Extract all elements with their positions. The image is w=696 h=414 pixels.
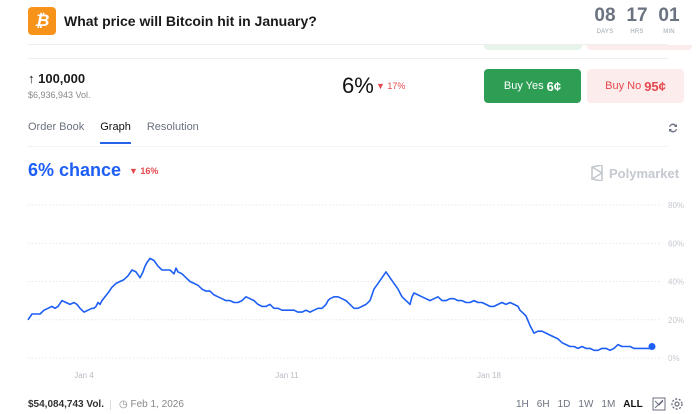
previous-no-button[interactable] <box>587 45 692 50</box>
tab-graph[interactable]: Graph <box>100 121 131 144</box>
clock-icon: ◷ <box>119 399 131 410</box>
expand-chart-icon[interactable] <box>652 397 666 411</box>
range-6h[interactable]: 6H <box>536 399 550 410</box>
probability-change: ▼ 17% <box>376 81 406 91</box>
settings-gear-icon[interactable] <box>670 397 684 411</box>
end-date: ◷ Feb 1, 2026 <box>119 399 184 410</box>
x-tick-label: Jan 11 <box>275 371 299 380</box>
chance-value: 6% chance <box>28 160 122 180</box>
range-all[interactable]: ALL <box>623 399 643 410</box>
market-header: ₿ What price will Bitcoin hit in January… <box>0 0 696 44</box>
x-tick-label: Jan 4 <box>74 371 94 380</box>
chance-change: ▼ 16% <box>129 166 159 176</box>
bitcoin-icon: ₿ <box>28 7 56 35</box>
outcome-volume: $6,936,943 Vol. <box>28 90 91 100</box>
previous-row-remnant <box>28 44 692 50</box>
price-line <box>27 257 652 352</box>
y-tick-label: 60% <box>668 239 684 248</box>
buy-no-button[interactable]: Buy No 95¢ <box>587 69 684 103</box>
range-1w[interactable]: 1W <box>578 399 594 410</box>
detail-tabs: Order Book Graph Resolution <box>28 121 215 144</box>
polymarket-watermark: Polymarket <box>590 165 679 181</box>
buy-yes-button[interactable]: Buy Yes 6¢ <box>484 69 581 103</box>
outcome-probability: 6% <box>342 73 374 98</box>
current-point-marker <box>648 343 656 351</box>
polymarket-logo-icon <box>591 165 604 181</box>
footer-divider <box>110 400 111 410</box>
tab-order-book[interactable]: Order Book <box>28 121 85 133</box>
countdown-hours: 17 HRS <box>626 5 648 36</box>
refresh-icon[interactable] <box>667 122 679 137</box>
y-tick-label: 80% <box>668 201 684 210</box>
market-title: What price will Bitcoin hit in January? <box>64 13 317 29</box>
y-tick-label: 40% <box>668 278 684 287</box>
x-tick-label: Jan 18 <box>477 371 502 380</box>
range-1d[interactable]: 1D <box>557 399 571 410</box>
tab-resolution[interactable]: Resolution <box>146 121 199 133</box>
y-tick-label: 20% <box>668 316 684 325</box>
time-range-selector: 1H 6H 1D 1W 1M ALL <box>516 399 651 410</box>
previous-yes-button[interactable] <box>484 45 582 50</box>
price-chart[interactable]: 0% 20% 40% 60% 80% Jan 4 Jan 11 Jan 18 <box>0 190 696 390</box>
countdown-minutes: 01 MIN <box>658 5 680 36</box>
range-1h[interactable]: 1H <box>516 399 529 410</box>
range-1m[interactable]: 1M <box>601 399 616 410</box>
divider <box>28 58 668 59</box>
outcome-label: ↑ 100,000 <box>28 71 86 86</box>
y-tick-label: 0% <box>668 354 680 363</box>
countdown-days: 08 DAYS <box>594 5 616 36</box>
tabs-divider <box>28 146 668 147</box>
total-volume: $54,084,743 Vol. <box>28 399 104 410</box>
